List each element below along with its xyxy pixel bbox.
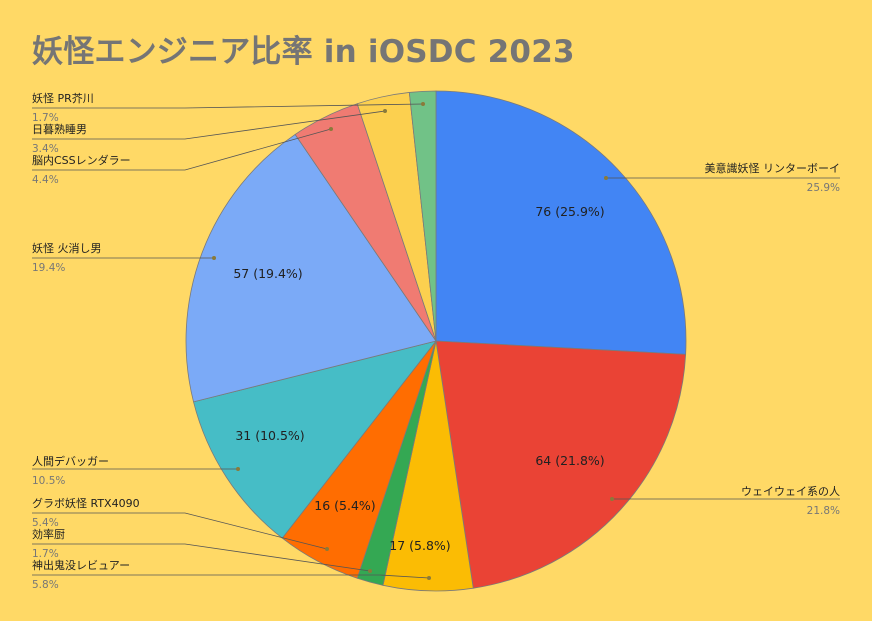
slice-value-label-2: 17 (5.8%) (389, 538, 450, 553)
category-label-6: 妖怪 火消し男 (32, 241, 102, 255)
leader-line-8 (32, 110, 386, 140)
slice-value-label-0: 76 (25.9%) (535, 204, 604, 219)
percent-label-4: 5.4% (32, 517, 59, 529)
percent-label-1: 21.8% (807, 505, 840, 517)
slice-value-label-3: 16 (5.4%) (314, 498, 375, 513)
leader-dot-3 (368, 569, 372, 573)
pie-slice-6 (185, 133, 437, 403)
leader-line-2 (32, 574, 430, 579)
leader-dot-9 (421, 102, 425, 106)
leader-dot-1 (610, 497, 614, 501)
percent-label-5: 10.5% (32, 475, 65, 487)
leader-dot-6 (212, 256, 216, 260)
pie-slice-1 (435, 340, 687, 589)
percent-label-7: 4.4% (32, 174, 59, 186)
leader-line-7 (32, 128, 332, 171)
leader-dot-8 (383, 109, 387, 113)
chart-title: 妖怪エンジニア比率 in iOSDC 2023 (32, 34, 575, 70)
leader-line-4 (32, 512, 328, 550)
leader-dot-0 (604, 176, 608, 180)
leader-dot-4 (325, 547, 329, 551)
category-label-5: 人間デバッガー (32, 454, 109, 468)
leader-dot-7 (329, 127, 333, 131)
leader-line-9 (32, 103, 424, 109)
pie-slice-9 (408, 90, 437, 342)
pie-slice-5 (193, 340, 438, 539)
percent-label-0: 25.9% (807, 182, 840, 194)
category-label-2: 神出鬼没レビュアー (32, 558, 130, 572)
slice-value-label-5: 57 (19.4%) (233, 266, 302, 281)
category-label-0: 美意識妖怪 リンターボーイ (705, 161, 841, 175)
percent-label-2: 5.8% (32, 579, 59, 591)
category-label-1: ウェイウェイ系の人 (741, 485, 840, 498)
leader-line-3 (32, 543, 371, 572)
category-label-7: 脳内CSSレンダラー (32, 153, 131, 167)
pie-slice-0 (435, 90, 687, 355)
percent-label-3: 1.7% (32, 548, 59, 560)
percent-label-8: 3.4% (32, 143, 59, 155)
leader-dot-2 (427, 576, 431, 580)
percent-label-6: 19.4% (32, 262, 65, 274)
slice-value-label-4: 31 (10.5%) (235, 428, 304, 443)
leader-dot-5 (236, 467, 240, 471)
category-label-8: 日暮熟睡男 (32, 122, 87, 136)
category-label-9: 妖怪 PR芥川 (32, 91, 94, 105)
slice-value-label-1: 64 (21.8%) (535, 453, 604, 468)
category-label-4: グラボ妖怪 RTX4090 (32, 496, 140, 510)
category-label-3: 効率厨 (32, 527, 65, 541)
percent-label-9: 1.7% (32, 112, 59, 124)
